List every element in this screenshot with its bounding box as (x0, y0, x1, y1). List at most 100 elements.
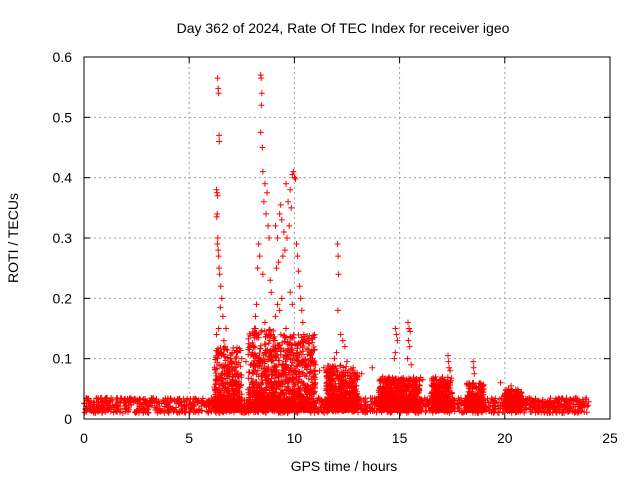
roti-point (271, 395, 278, 402)
roti-point (349, 401, 356, 408)
roti-point (103, 406, 110, 413)
roti-point (581, 409, 588, 416)
roti-point (237, 382, 244, 389)
roti-point (223, 366, 230, 373)
roti-point (408, 389, 415, 396)
roti-point (339, 371, 346, 378)
roti-point (467, 405, 474, 412)
roti-point (232, 402, 239, 409)
roti-point (279, 361, 286, 368)
roti-point (466, 385, 473, 392)
roti-point (400, 383, 407, 390)
roti-point (458, 395, 465, 402)
roti-point (250, 398, 257, 405)
roti-point (376, 406, 383, 413)
roti-point (546, 397, 553, 404)
roti-point (335, 375, 342, 382)
roti-point (119, 409, 126, 416)
roti-point (442, 381, 449, 388)
roti-point (261, 327, 268, 334)
roti-point (403, 406, 410, 413)
roti-point (237, 406, 244, 413)
roti-point (180, 395, 187, 402)
roti-point (515, 391, 522, 398)
roti-point (492, 405, 499, 412)
roti-point (256, 362, 263, 369)
roti-point (491, 409, 498, 416)
roti-point (339, 400, 346, 407)
roti-point (330, 387, 337, 394)
roti-point (312, 399, 319, 406)
roti-point (192, 408, 199, 415)
roti-point (551, 399, 558, 406)
roti-point (232, 382, 239, 389)
roti-point (217, 390, 224, 397)
roti-point (273, 382, 280, 389)
roti-point (433, 393, 440, 400)
roti-point (121, 403, 128, 410)
roti-point (230, 391, 237, 398)
roti-point (234, 371, 241, 378)
roti-point (193, 396, 200, 403)
roti-point (512, 397, 519, 404)
roti-point (465, 394, 472, 401)
roti-point (303, 345, 310, 352)
roti-point (103, 394, 110, 401)
roti-point (553, 409, 560, 416)
roti-point (328, 392, 335, 399)
roti-point (547, 409, 554, 416)
roti-point (437, 404, 444, 411)
roti-point (140, 396, 147, 403)
roti-point (262, 334, 269, 341)
roti-point (252, 355, 259, 362)
roti-point (279, 390, 286, 397)
roti-point (428, 392, 435, 399)
roti-point (144, 403, 151, 410)
roti-point (480, 386, 487, 393)
roti-point (222, 357, 229, 364)
roti-point (506, 396, 513, 403)
roti-point (384, 406, 391, 413)
roti-point (395, 394, 402, 401)
roti-point (221, 362, 228, 369)
roti-point (281, 338, 288, 345)
roti-point (205, 408, 212, 415)
roti-point (558, 396, 565, 403)
roti-point (263, 406, 270, 413)
roti-point (417, 406, 424, 413)
roti-point (390, 402, 397, 409)
roti-point (455, 401, 462, 408)
roti-point (350, 376, 357, 383)
roti-point (217, 349, 224, 356)
roti-point (375, 403, 382, 410)
roti-point (224, 388, 231, 395)
roti-point (233, 359, 240, 366)
roti-point (346, 405, 353, 412)
roti-point (237, 403, 244, 410)
roti-point (547, 395, 554, 402)
roti-point (114, 395, 121, 402)
roti-point (235, 396, 242, 403)
roti-point (245, 351, 252, 358)
roti-point (212, 387, 219, 394)
roti-point (281, 333, 288, 340)
roti-point (475, 406, 482, 413)
roti-point (294, 406, 301, 413)
roti-point (277, 351, 284, 358)
roti-point (190, 409, 197, 416)
roti-point (567, 407, 574, 414)
roti-point (223, 402, 230, 409)
roti-point (214, 396, 221, 403)
roti-point (415, 385, 422, 392)
roti-point (247, 406, 254, 413)
roti-point (311, 360, 318, 367)
roti-point (412, 395, 419, 402)
roti-point (253, 371, 260, 378)
roti-point (295, 371, 302, 378)
roti-point (469, 380, 476, 387)
roti-point (446, 402, 453, 409)
roti-point (443, 388, 450, 395)
roti-point (343, 363, 350, 370)
roti-point (439, 399, 446, 406)
